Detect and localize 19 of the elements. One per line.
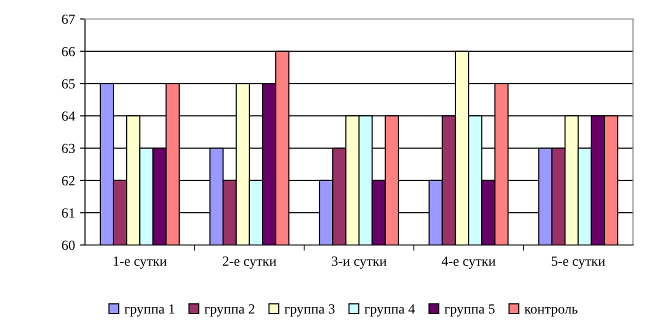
legend-label: контроль — [524, 306, 578, 316]
x-tick-label: 2-е сутки — [222, 256, 276, 269]
y-tick-label: 65 — [62, 79, 75, 89]
legend-label: группа 1 — [124, 304, 174, 316]
y-tick-label: 60 — [62, 240, 75, 250]
x-tick-label: 5-е сутки — [552, 256, 606, 269]
y-tick-label: 62 — [62, 176, 75, 186]
y-tick-label: 63 — [62, 144, 75, 154]
y-tick-label: 64 — [62, 111, 76, 121]
y-tick-label: 61 — [62, 208, 74, 218]
legend-label: группа 4 — [364, 304, 415, 316]
y-tick-label: 67 — [62, 14, 75, 24]
legend-label: группа 3 — [284, 304, 335, 316]
x-tick-label: 3-и сутки — [332, 256, 386, 269]
x-tick-label: 1-е сутки — [114, 256, 167, 269]
legend-label: группа 5 — [444, 304, 495, 316]
legend-label: группа 2 — [204, 304, 254, 316]
y-tick-label: 66 — [62, 46, 75, 56]
x-tick-label: 4-е сутки — [442, 256, 496, 269]
